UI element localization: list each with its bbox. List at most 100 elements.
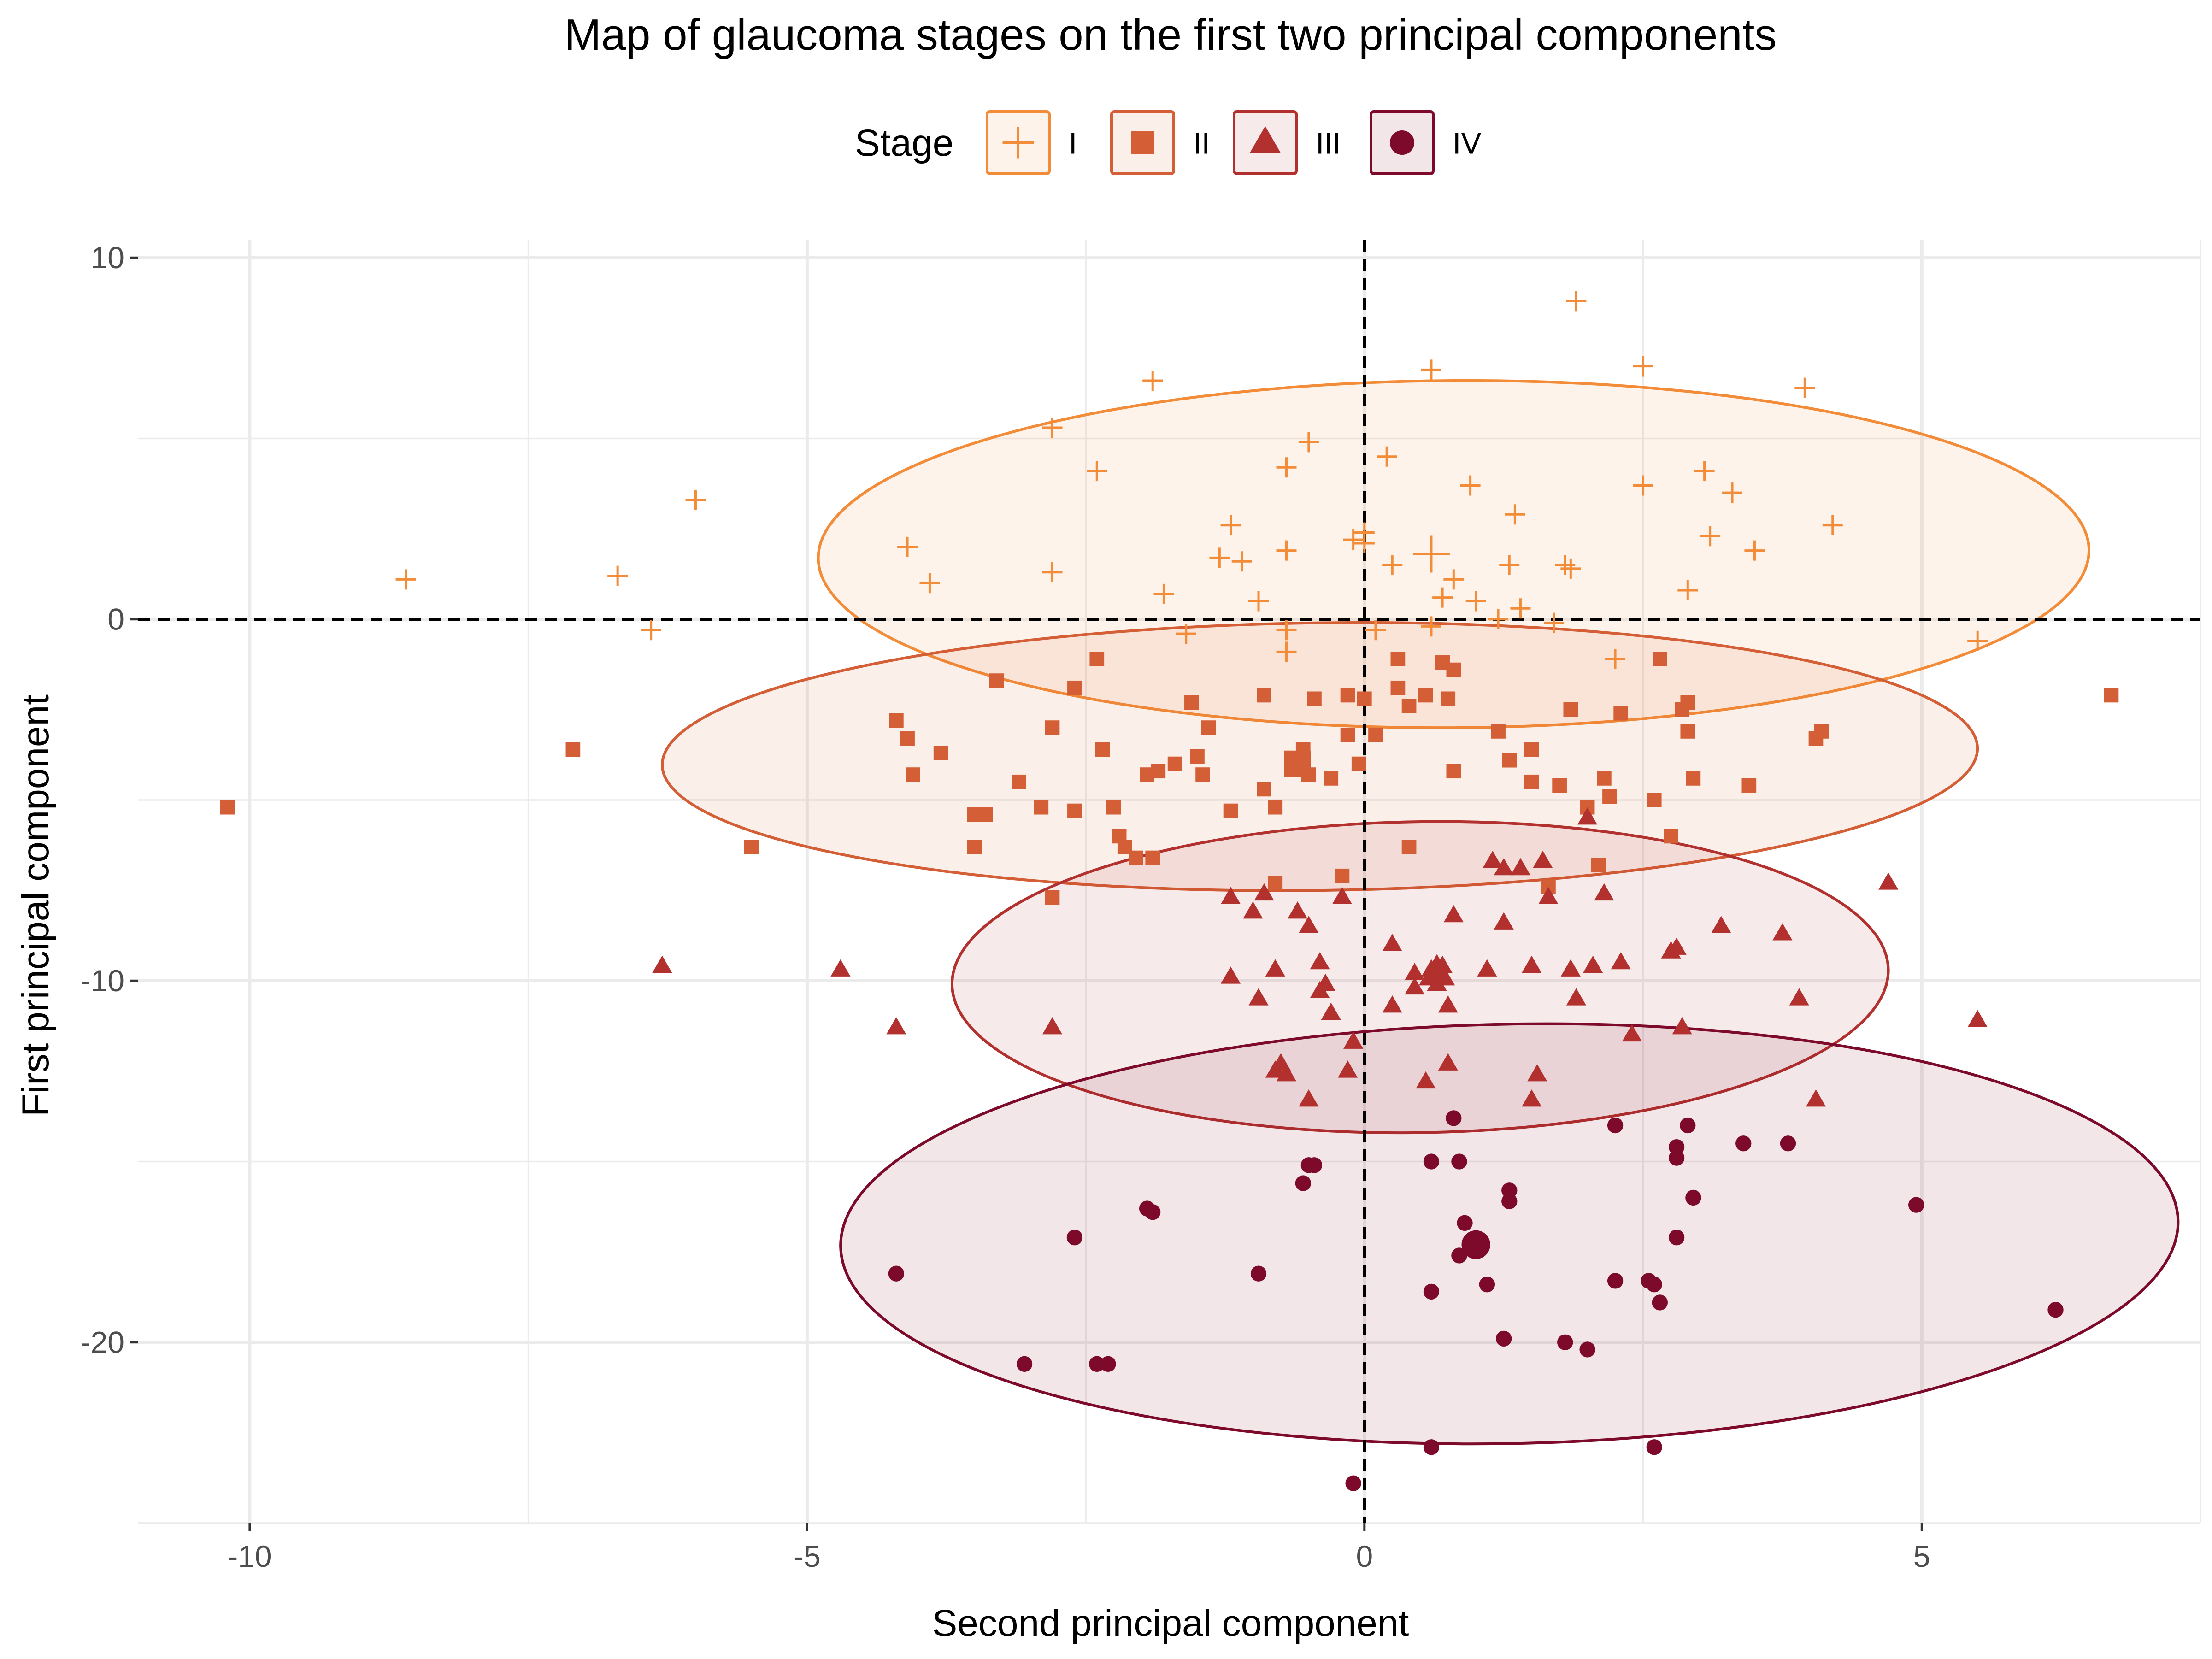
centroid-stage-IV [1461, 1230, 1490, 1259]
point-stage-II [744, 840, 759, 854]
point-stage-II [1418, 688, 1433, 703]
point-stage-IV [1306, 1157, 1323, 1173]
point-stage-III [1806, 1089, 1826, 1107]
point-stage-II [220, 800, 235, 815]
point-stage-I [1744, 540, 1765, 561]
point-stage-IV [1145, 1204, 1161, 1220]
point-stage-I [1460, 475, 1481, 496]
point-stage-I [1633, 475, 1653, 496]
point-stage-I [1722, 482, 1743, 503]
point-stage-IV [1100, 1356, 1116, 1372]
point-stage-II [1095, 742, 1110, 757]
point-stage-I [1176, 624, 1196, 644]
point-stage-IV [1345, 1475, 1361, 1491]
centroid-stage-II [1284, 750, 1311, 777]
point-stage-III [1611, 952, 1631, 970]
point-stage-III [1332, 887, 1352, 905]
point-stage-II [1441, 691, 1456, 706]
point-stage-I [1794, 377, 1815, 398]
point-stage-IV [1668, 1139, 1685, 1155]
point-stage-IV [888, 1265, 905, 1282]
point-stage-IV [1423, 1283, 1440, 1300]
point-stage-III [830, 959, 851, 977]
point-stage-II [1591, 858, 1606, 873]
point-stage-II [1552, 778, 1567, 793]
point-stage-II [1491, 724, 1506, 739]
point-stage-II [1012, 774, 1026, 789]
point-stage-III [1878, 872, 1899, 890]
point-stage-II [1401, 699, 1417, 713]
point-stage-III [1299, 916, 1319, 933]
point-stage-II [1151, 764, 1166, 779]
point-stage-II [565, 742, 581, 757]
point-stage-II [1067, 680, 1082, 695]
reference-lines [138, 240, 2200, 1523]
point-stage-II [1502, 753, 1517, 768]
point-stage-I [1967, 630, 1988, 651]
point-stage-III [1243, 901, 1263, 919]
point-stage-I [897, 536, 918, 557]
x-tick-label: 5 [1913, 1539, 1930, 1573]
point-stage-III [1527, 1064, 1547, 1082]
point-stage-III [1666, 937, 1687, 955]
point-stage-III [1622, 1024, 1642, 1042]
point-stage-II [933, 746, 948, 760]
point-stage-II [1613, 706, 1629, 721]
point-stage-III [1494, 858, 1514, 876]
point-stage-III [1254, 883, 1274, 901]
ellipse-stage-II [661, 621, 1979, 892]
point-stage-II [1686, 771, 1701, 786]
point-stage-I [1633, 356, 1653, 377]
point-stage-I [1510, 598, 1531, 619]
point-stage-IV [1685, 1189, 1701, 1206]
point-stage-IV [1908, 1197, 1924, 1213]
point-stage-III [1711, 916, 1731, 933]
point-stage-I [685, 489, 706, 510]
grid-lines [138, 240, 2201, 1524]
point-stage-III [1310, 952, 1330, 970]
point-stage-III [1382, 934, 1402, 952]
legend-key-square-icon [1131, 131, 1154, 154]
point-stage-II [1089, 652, 1105, 666]
point-stage-IV [1016, 1356, 1033, 1372]
point-stage-II [1390, 680, 1406, 695]
point-stage-IV [1646, 1439, 1662, 1455]
series-stage-I [395, 291, 1988, 670]
y-tick-label: -10 [81, 964, 124, 998]
point-stage-II [1357, 691, 1372, 706]
point-stage-III [1522, 955, 1542, 973]
legend-label: II [1193, 126, 1210, 160]
point-stage-I [1354, 533, 1375, 553]
point-stage-IV [1579, 1341, 1595, 1358]
point-stage-III [652, 955, 672, 973]
point-stage-II [1602, 789, 1617, 804]
point-stage-I [1248, 591, 1269, 612]
point-stage-II [1045, 890, 1060, 905]
point-stage-III [886, 1017, 906, 1035]
chart-title: Map of glaucoma stages on the first two … [565, 10, 1777, 59]
point-stage-I [1276, 540, 1297, 561]
point-stage-I [1694, 461, 1715, 482]
point-stage-I [1544, 612, 1565, 633]
point-stage-IV [1668, 1150, 1685, 1166]
point-stage-IV [2047, 1301, 2064, 1318]
ellipse-stage-I [817, 379, 2091, 729]
centroid-stage-III [1418, 954, 1455, 986]
point-stage-II [989, 673, 1004, 688]
point-stage-III [1276, 1064, 1297, 1082]
point-stage-II [1664, 829, 1678, 844]
point-stage-III [1220, 887, 1241, 905]
point-stage-III [1343, 1031, 1364, 1049]
centroid-stage-I [1412, 535, 1450, 573]
point-stage-III [1772, 923, 1793, 941]
point-stage-I [1488, 609, 1509, 629]
point-stage-III [1265, 959, 1285, 977]
point-stage-III [1315, 973, 1335, 991]
x-tick-label: -5 [794, 1539, 821, 1573]
point-stage-IV [1479, 1277, 1495, 1293]
point-stage-II [1129, 850, 1143, 865]
point-stage-IV [1646, 1277, 1662, 1293]
point-stage-II [1223, 803, 1238, 818]
point-stage-II [1597, 771, 1612, 786]
